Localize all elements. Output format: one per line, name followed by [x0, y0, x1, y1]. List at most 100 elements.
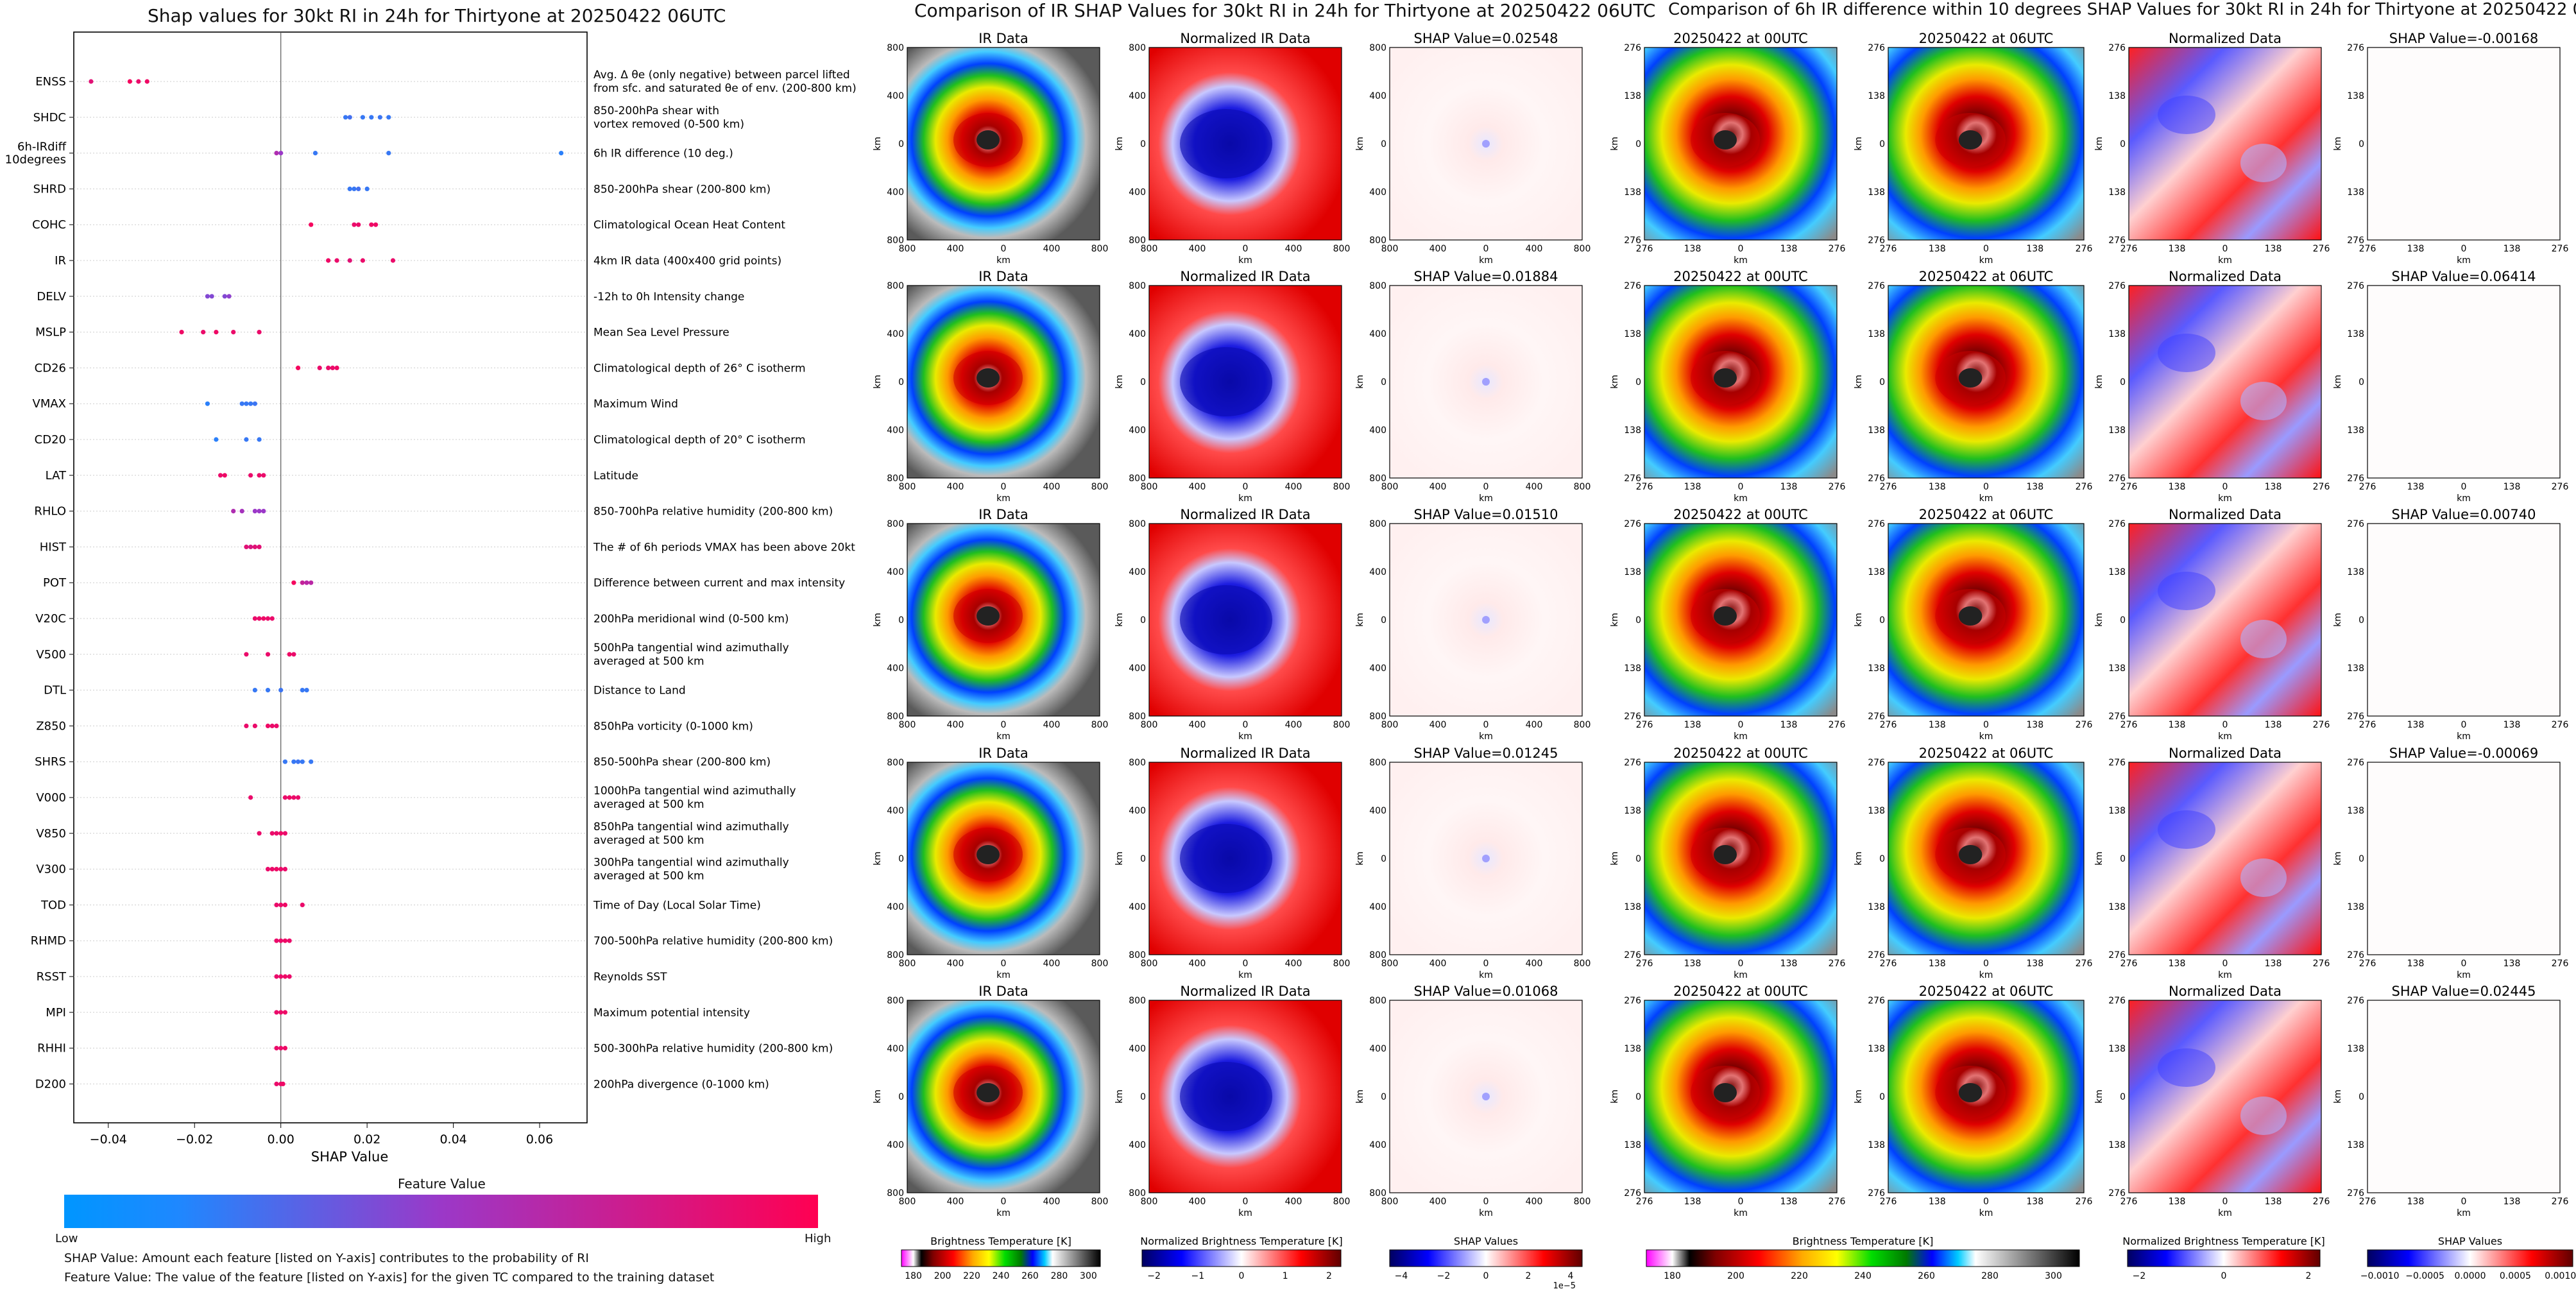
shap-point: [282, 974, 288, 979]
panel-y-tick-label: 800: [1369, 519, 1386, 529]
panel-y-tick-label: 800: [1129, 758, 1146, 768]
panel-x-tick-label: 138: [2026, 482, 2043, 492]
storm-eye: [977, 368, 1000, 388]
panel-y-tick-label: 800: [887, 43, 904, 53]
panel-x-tick-label: 0: [1243, 1197, 1249, 1207]
panel-x-axis-label: km: [1734, 1208, 1748, 1218]
panel-y-tick-label: 0: [2358, 139, 2364, 149]
panel-title: 20250422 at 00UTC: [1673, 507, 1808, 522]
shap-point: [347, 186, 352, 191]
feature-name-label: V000: [36, 791, 66, 805]
feature-name-label: POT: [43, 576, 67, 590]
image-panel: SHAP Value=0.025488008004004000040040080…: [1355, 31, 1591, 266]
panel-x-axis-label: km: [1479, 970, 1493, 980]
panel-x-tick-label: 800: [1333, 482, 1351, 492]
panel-x-tick-label: 400: [1189, 1197, 1206, 1207]
panel-y-tick-label: 800: [1129, 519, 1146, 529]
panel-title: 20250422 at 06UTC: [1919, 984, 2054, 999]
colorbar-label: Normalized Brightness Temperature [K]: [2122, 1235, 2325, 1247]
shap-point: [269, 831, 275, 836]
panel-frame: [1148, 47, 1342, 241]
panel-x-tick-label: 800: [1091, 720, 1109, 730]
panel-x-tick-label: 400: [1043, 1197, 1061, 1207]
panel-x-tick-label: 0: [1983, 720, 1989, 730]
colorbar-tick-label: −2: [1147, 1271, 1161, 1281]
panel-x-tick-label: 0: [1001, 244, 1007, 254]
panel-frame: [1888, 762, 2085, 955]
panel-x-tick-label: 400: [1043, 482, 1061, 492]
panel-frame: [2367, 47, 2561, 241]
panel-y-tick-label: 276: [1868, 519, 1885, 529]
panel-colorbar: Brightness Temperature [K] 180 200 220 240 26…: [901, 1235, 1101, 1281]
image-panel: SHAP Value=-0.00069276276138138001381382…: [2333, 746, 2568, 980]
feature-name-label: RHLO: [34, 505, 66, 518]
storm-eye: [977, 130, 1000, 149]
shap-summary-plot: −0.04 −0.02 0.00 0.02 0.04 0.06 SHAP Value ENSS…: [5, 31, 857, 1165]
panel-x-axis-label: km: [1238, 493, 1252, 504]
panel-y-tick-label: 400: [1369, 663, 1386, 674]
colorbar-gradient: [1646, 1249, 2080, 1267]
panel-y-tick-label: 0: [1879, 139, 1885, 149]
panel-title: 20250422 at 06UTC: [1919, 269, 2054, 284]
panel-y-tick-label: 400: [1129, 187, 1146, 198]
shap-point: [239, 401, 244, 406]
shap-point: [244, 652, 249, 657]
panel-y-tick-label: 0: [1140, 377, 1146, 388]
panel-x-tick-label: 800: [1091, 244, 1109, 254]
shap-point: [304, 688, 309, 693]
feature-name-label: COHC: [32, 218, 66, 232]
panel-image: [2129, 286, 2321, 478]
panel-y-tick-label: 138: [2108, 806, 2126, 816]
panel-x-tick-label: 138: [2026, 1197, 2043, 1207]
panel-y-tick-label: 138: [2108, 329, 2126, 339]
shap-point: [248, 795, 253, 800]
shap-point: [352, 222, 357, 227]
panel-x-tick-label: 276: [2076, 482, 2093, 492]
panel-y-tick-label: 0: [1140, 139, 1146, 149]
panel-x-tick-label: 138: [2503, 244, 2521, 254]
panel-x-tick-label: 400: [1526, 959, 1543, 969]
panel-title: SHAP Value=0.01510: [1414, 507, 1558, 522]
panel-x-tick-label: 138: [1929, 482, 1946, 492]
panel-x-axis-label: km: [1238, 731, 1252, 742]
feature-name-label: Z850: [36, 719, 66, 733]
shap-point: [274, 974, 279, 979]
storm-eye: [1714, 1083, 1737, 1102]
storm-eye: [1714, 606, 1737, 626]
panel-frame: [2367, 285, 2561, 479]
colorbar-tick-label: 200: [1727, 1271, 1744, 1281]
panel-x-tick-label: 400: [947, 244, 964, 254]
shap-point: [252, 723, 257, 728]
shap-point: [252, 401, 257, 406]
panel-y-tick-label: 400: [1369, 567, 1386, 577]
panel-y-tick-label: 138: [1624, 663, 1641, 674]
panel-y-axis-label: km: [2333, 613, 2343, 627]
feature-name-label: SHRD: [33, 182, 66, 196]
panel-y-tick-label: 138: [2108, 567, 2126, 577]
panel-x-tick-label: 138: [2503, 720, 2521, 730]
storm-eye: [1714, 368, 1737, 388]
panel-y-axis-label: km: [1114, 851, 1125, 866]
panel-x-tick-label: 800: [1381, 959, 1399, 969]
image-panel: 20250422 at 00UTC27627613813800138138276…: [1610, 269, 1845, 504]
panel-x-tick-label: 276: [2359, 959, 2376, 969]
panel-x-tick-label: 0: [1483, 720, 1489, 730]
feature-name-label: CD26: [35, 361, 66, 375]
panel-title: 20250422 at 00UTC: [1673, 269, 1808, 284]
shap-point: [269, 616, 275, 621]
image-panel: 20250422 at 00UTC27627613813800138138276…: [1610, 507, 1845, 742]
panel-y-tick-label: 276: [1868, 712, 1885, 722]
panel-y-tick-label: 138: [1624, 902, 1641, 912]
shap-point: [287, 974, 292, 979]
shap-point: [278, 938, 284, 943]
colorbar-offset-label: 1e−5: [1553, 1281, 1576, 1289]
panel-x-axis-label: km: [2218, 970, 2232, 980]
panel-y-tick-label: 276: [2108, 950, 2126, 960]
panel-x-tick-label: 138: [2265, 720, 2282, 730]
panel-y-tick-label: 400: [887, 91, 904, 101]
panel-x-tick-label: 276: [1636, 244, 1653, 254]
panel-x-tick-label: 800: [899, 720, 916, 730]
shap-point: [278, 831, 284, 836]
